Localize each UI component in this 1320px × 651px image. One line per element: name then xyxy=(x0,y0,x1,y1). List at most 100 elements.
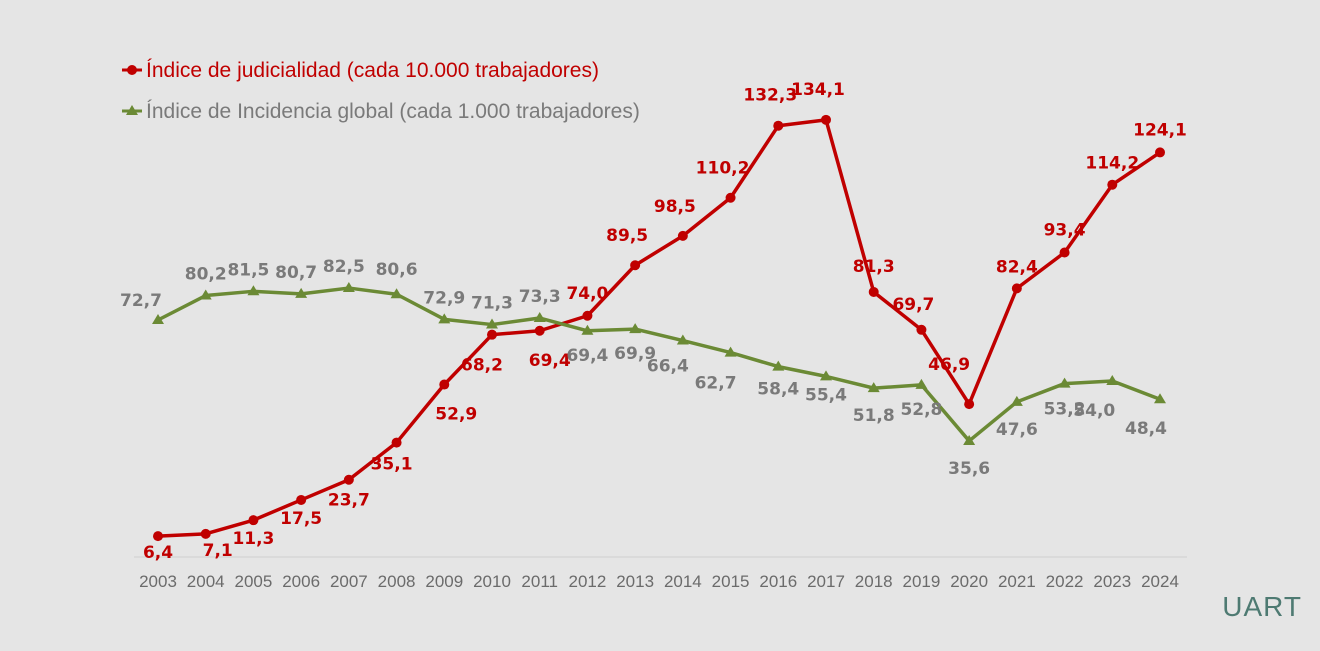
series-lines xyxy=(157,118,1161,538)
x-tick-label: 2011 xyxy=(521,572,558,591)
data-point-incidencia xyxy=(1058,377,1071,388)
x-tick-label: 2018 xyxy=(855,572,893,591)
data-label-incidencia: 80,6 xyxy=(376,260,418,280)
x-tick-label: 2021 xyxy=(998,572,1036,591)
data-label-judicialidad: 69,4 xyxy=(529,351,571,371)
data-point-judicialidad xyxy=(534,325,545,336)
legend-label: Índice de Incidencia global (cada 1.000 … xyxy=(146,100,640,123)
data-label-judicialidad: 23,7 xyxy=(328,491,370,511)
legend-marker xyxy=(126,105,138,115)
data-label-judicialidad: 93,4 xyxy=(1044,221,1086,241)
data-point-incidencia xyxy=(438,313,451,324)
data-point-incidencia xyxy=(1106,374,1119,385)
data-label-judicialidad: 7,1 xyxy=(203,541,233,561)
data-point-judicialidad xyxy=(677,230,688,241)
data-label-incidencia: 48,4 xyxy=(1125,419,1167,439)
series-markers xyxy=(152,114,1166,542)
data-point-incidencia xyxy=(629,323,642,334)
x-tick-label: 2008 xyxy=(378,572,416,591)
data-point-judicialidad xyxy=(391,437,402,448)
data-point-judicialidad xyxy=(773,120,784,131)
data-label-incidencia: 69,4 xyxy=(566,346,608,366)
data-point-incidencia xyxy=(199,289,212,300)
data-label-judicialidad: 124,1 xyxy=(1133,120,1187,140)
data-point-incidencia xyxy=(533,312,546,323)
brand-logo: UART xyxy=(1222,591,1302,622)
data-point-judicialidad xyxy=(868,286,879,297)
data-point-incidencia xyxy=(1010,395,1023,406)
data-label-incidencia: 73,3 xyxy=(519,287,561,307)
x-tick-label: 2009 xyxy=(425,572,463,591)
data-point-incidencia xyxy=(342,282,355,293)
data-label-incidencia: 62,7 xyxy=(695,374,737,394)
data-point-judicialidad xyxy=(1155,147,1165,158)
x-tick-label: 2014 xyxy=(664,572,702,591)
data-point-judicialidad xyxy=(439,379,450,390)
data-label-incidencia: 54,0 xyxy=(1073,401,1115,421)
data-label-incidencia: 72,9 xyxy=(423,288,465,308)
data-point-judicialidad xyxy=(487,329,497,340)
data-point-judicialidad xyxy=(248,515,259,526)
data-label-judicialidad: 134,1 xyxy=(791,80,845,100)
x-tick-label: 2006 xyxy=(282,572,320,591)
data-label-incidencia: 72,7 xyxy=(120,291,162,311)
data-point-incidencia xyxy=(963,434,976,445)
data-point-judicialidad xyxy=(725,192,736,203)
data-point-incidencia xyxy=(247,285,260,296)
data-label-incidencia: 53,2 xyxy=(1044,400,1086,420)
data-label-judicialidad: 46,9 xyxy=(928,355,970,375)
data-label-judicialidad: 52,9 xyxy=(435,405,477,425)
data-label-incidencia: 71,3 xyxy=(471,294,513,314)
data-point-incidencia xyxy=(676,334,689,345)
data-label-judicialidad: 74,0 xyxy=(566,284,608,304)
data-label-incidencia: 80,2 xyxy=(185,265,227,285)
data-point-incidencia xyxy=(1154,393,1166,404)
x-tick-label: 2003 xyxy=(139,572,177,591)
series-line-1 xyxy=(157,118,1161,538)
x-tick-label: 2020 xyxy=(950,572,988,591)
x-tick-label: 2010 xyxy=(473,572,511,591)
data-label-judicialidad: 69,7 xyxy=(892,295,934,315)
data-point-incidencia xyxy=(820,370,832,381)
data-label-judicialidad: 132,3 xyxy=(743,86,797,106)
data-label-incidencia: 80,7 xyxy=(275,263,317,283)
data-label-judicialidad: 110,2 xyxy=(696,159,750,179)
data-label-incidencia: 35,6 xyxy=(948,459,990,479)
legend-label: Índice de judicialidad (cada 10.000 trab… xyxy=(146,59,599,82)
data-point-incidencia xyxy=(486,318,498,329)
data-point-judicialidad xyxy=(1011,283,1022,294)
data-point-judicialidad xyxy=(343,474,354,485)
x-tick-label: 2012 xyxy=(569,572,607,591)
data-point-judicialidad xyxy=(200,528,211,539)
data-point-incidencia xyxy=(867,382,880,393)
data-label-incidencia: 52,8 xyxy=(900,400,942,420)
x-tick-label: 2022 xyxy=(1046,572,1084,591)
data-label-incidencia: 47,6 xyxy=(996,420,1038,440)
data-point-incidencia xyxy=(295,287,308,298)
data-point-judicialidad xyxy=(153,531,163,542)
x-tick-label: 2004 xyxy=(187,572,225,591)
data-point-judicialidad xyxy=(916,324,927,335)
data-label-judicialidad: 68,2 xyxy=(461,356,503,376)
data-label-judicialidad: 98,5 xyxy=(654,197,696,217)
data-label-judicialidad: 89,5 xyxy=(606,226,648,246)
data-point-judicialidad xyxy=(630,260,641,271)
data-point-incidencia xyxy=(152,313,164,324)
data-label-incidencia: 66,4 xyxy=(647,357,689,377)
data-point-incidencia xyxy=(724,346,737,357)
x-axis-ticks: 2003 2004 2005 2006 2007 2008 2009 2010 2011 2012… xyxy=(139,572,1179,591)
data-label-incidencia: 55,4 xyxy=(805,385,847,405)
data-point-judicialidad xyxy=(582,310,593,321)
x-tick-label: 2015 xyxy=(712,572,750,591)
data-point-incidencia xyxy=(390,288,403,299)
data-point-incidencia xyxy=(772,360,785,371)
data-point-judicialidad xyxy=(821,114,831,125)
x-tick-label: 2023 xyxy=(1093,572,1131,591)
x-tick-label: 2017 xyxy=(807,572,845,591)
x-tick-label: 2005 xyxy=(235,572,273,591)
x-tick-label: 2007 xyxy=(330,572,368,591)
data-label-incidencia: 51,8 xyxy=(853,406,895,426)
data-point-incidencia xyxy=(581,324,594,335)
data-labels: 6,4 7,111,3 17,5 23,735,1 52,9 68,2 69,4 74,0 89… xyxy=(120,80,1187,563)
